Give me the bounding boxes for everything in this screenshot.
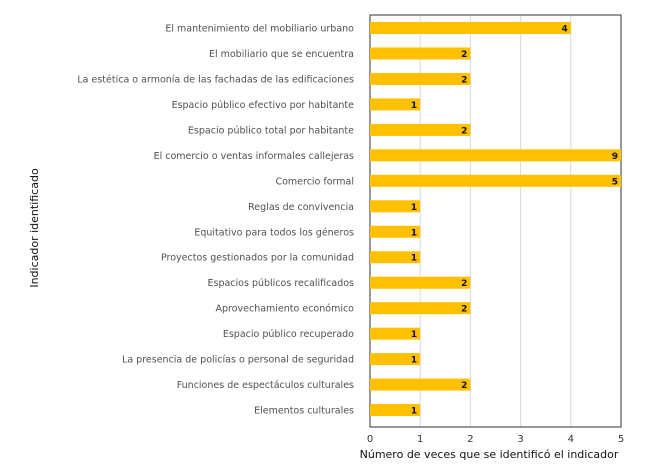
- plot-area-frame: [369, 14, 622, 428]
- data-label: 1: [411, 203, 417, 213]
- data-label: 5: [612, 177, 618, 187]
- data-label: 2: [461, 381, 467, 391]
- category-label: Proyectos gestionados por la comunidad: [161, 253, 354, 264]
- category-label: La presencia de policías o personal de s…: [122, 355, 354, 366]
- bar: [370, 200, 421, 213]
- x-tick-label: 4: [568, 434, 574, 445]
- category-label: Espacio público efectivo por habitante: [172, 100, 355, 111]
- x-tick-label: 1: [417, 434, 423, 445]
- category-label: Reglas de convivencia: [248, 202, 354, 213]
- bar: [370, 276, 471, 289]
- category-label: Espacio público recuperado: [223, 329, 354, 340]
- category-label: Espacio público total por habitante: [188, 125, 354, 136]
- bar: [370, 251, 421, 264]
- category-label: Equitativo para todos los géneros: [194, 227, 354, 238]
- bar: [370, 149, 621, 162]
- bar: [370, 72, 471, 85]
- data-label: 1: [411, 254, 417, 264]
- bars: 4 2 2 1 2 9 5 1 1 1 2 2 1 1 2 1: [370, 22, 621, 417]
- bar: [370, 123, 471, 136]
- data-label: 1: [411, 101, 417, 111]
- data-label: 2: [461, 279, 467, 289]
- data-label: 2: [461, 50, 467, 60]
- bar: [370, 47, 471, 60]
- data-label: 4: [562, 25, 568, 35]
- data-label: 9: [612, 152, 618, 162]
- category-label: El comercio o ventas informales callejer…: [154, 151, 354, 162]
- bar: [370, 98, 421, 111]
- bar: [370, 404, 421, 417]
- x-axis-title: Número de veces que se identificó el ind…: [360, 448, 619, 461]
- data-label: 1: [411, 330, 417, 340]
- category-label: Aprovechamiento económico: [215, 304, 354, 315]
- y-axis-title: Indicador identificado: [28, 168, 41, 288]
- category-label: La estética o armonía de las fachadas de…: [77, 74, 354, 85]
- bar: [370, 302, 471, 315]
- x-tick-label: 0: [367, 434, 373, 445]
- bar: [370, 22, 571, 34]
- category-label: Funciones de espectáculos culturales: [177, 380, 354, 391]
- category-label: Elementos culturales: [254, 406, 354, 417]
- x-tick-label: 5: [618, 434, 624, 445]
- data-label: 2: [461, 126, 467, 136]
- x-tick-label: 3: [517, 434, 523, 445]
- bar: [370, 174, 621, 187]
- bar: [370, 327, 421, 340]
- bar: [370, 378, 471, 391]
- data-label: 1: [411, 356, 417, 366]
- category-label: El mobiliario que se encuentra: [209, 49, 354, 60]
- category-label: El mantenimiento del mobiliario urbano: [165, 24, 354, 35]
- data-label: 2: [461, 75, 467, 85]
- x-tick-labels: 0 1 2 3 4 5: [367, 434, 624, 445]
- category-labels: El mantenimiento del mobiliario urbano El…: [77, 24, 354, 417]
- data-label: 1: [411, 228, 417, 238]
- data-label: 1: [411, 407, 417, 417]
- bar: [370, 225, 421, 238]
- bar: [370, 353, 421, 366]
- data-label: 2: [461, 305, 467, 315]
- category-label: Comercio formal: [275, 176, 354, 187]
- x-tick-label: 2: [467, 434, 473, 445]
- category-label: Espacios públicos recalificados: [208, 278, 355, 289]
